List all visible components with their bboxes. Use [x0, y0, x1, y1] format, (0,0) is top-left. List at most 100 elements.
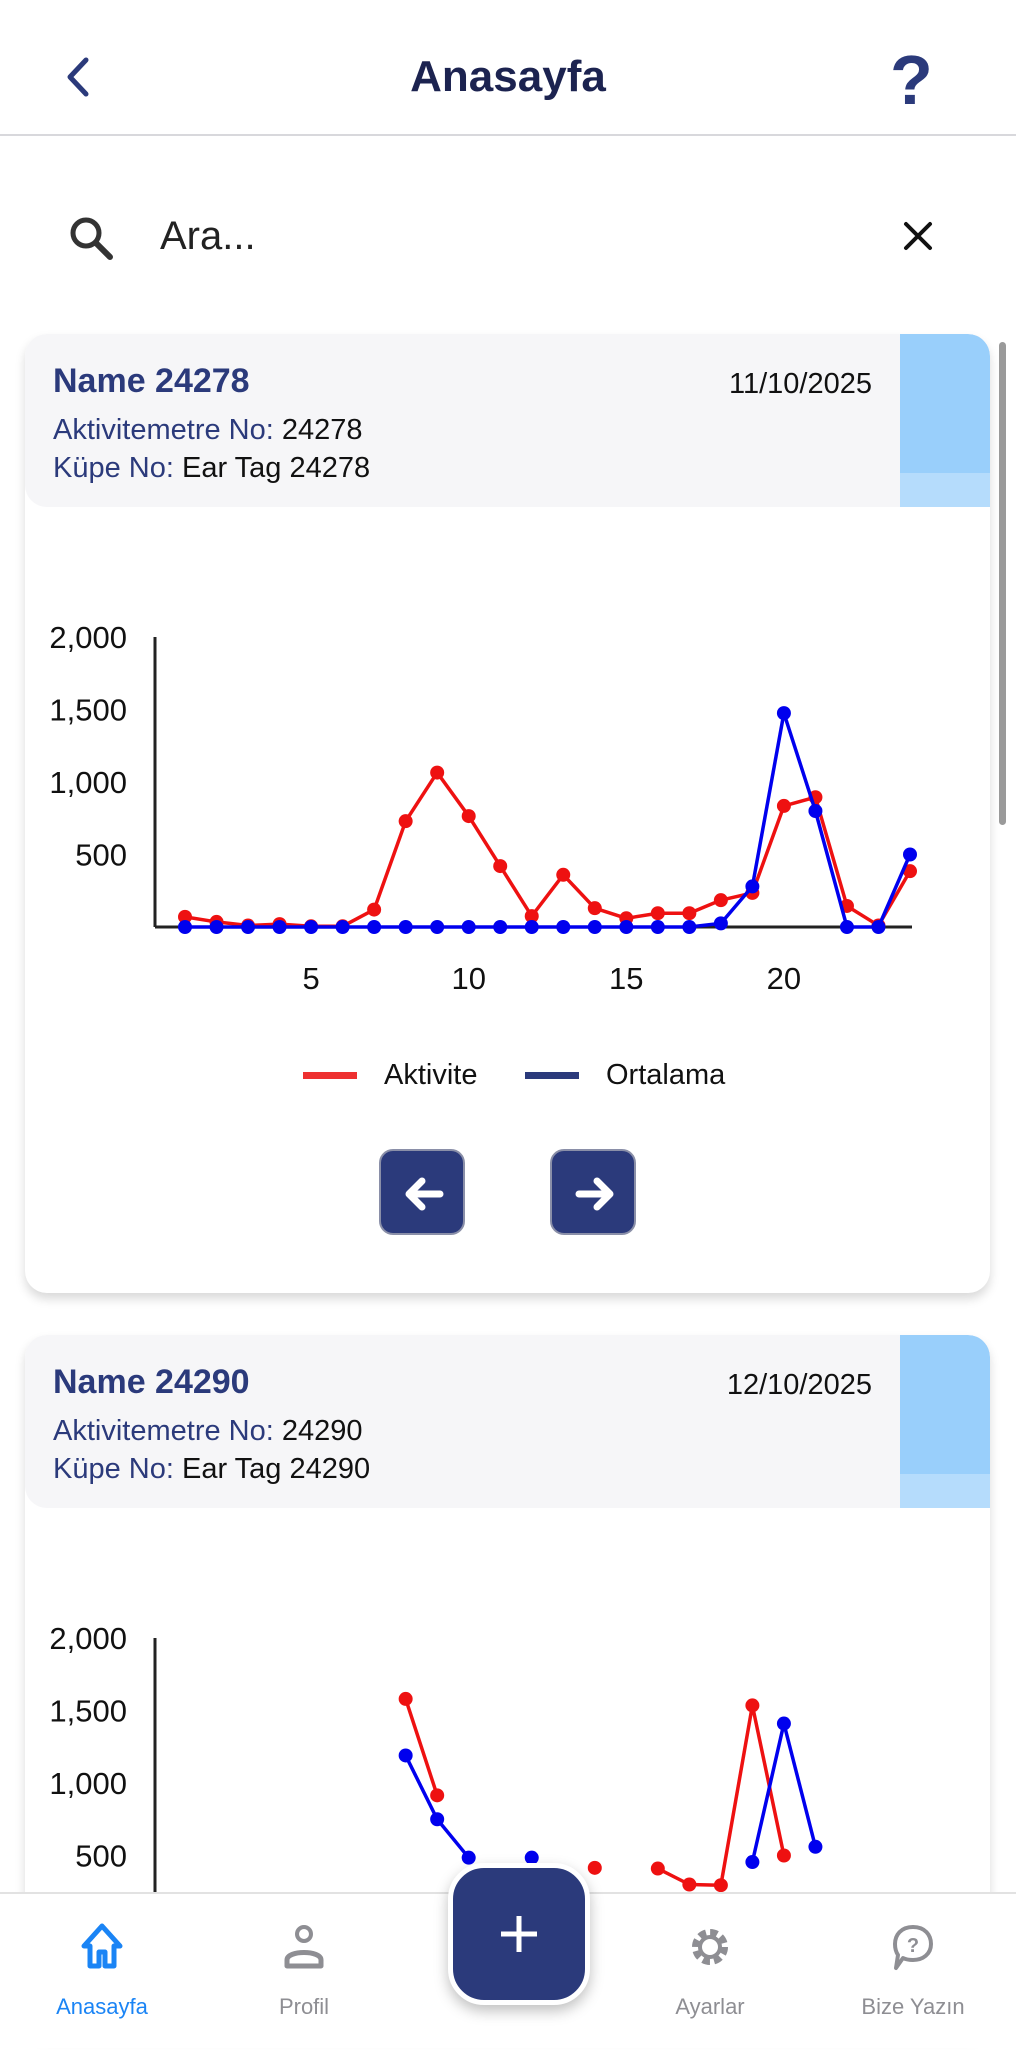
ortalama-data-point — [398, 1748, 413, 1763]
plus-icon — [501, 1916, 537, 1952]
ortalama-data-point — [808, 1839, 823, 1854]
aktivite-data-point — [178, 909, 192, 924]
ortalama-data-point — [398, 920, 413, 934]
ortalama-data-point — [524, 920, 539, 934]
tab-label: Ayarlar — [675, 1994, 745, 2019]
ortalama-data-point — [808, 804, 823, 818]
ortalama-data-point — [745, 879, 760, 894]
svg-text:?: ? — [907, 1935, 919, 1957]
aktivite-data-point — [776, 1848, 791, 1863]
activity-label: Aktivitemetre No: — [53, 1415, 274, 1447]
aktivite-data-point — [650, 1861, 665, 1876]
aktivite-line-segment — [372, 820, 408, 911]
tag-value: Ear Tag 24290 — [181, 1453, 371, 1485]
add-button[interactable] — [448, 1863, 590, 2005]
ortalama-data-point — [272, 920, 287, 934]
legend-aktivite-label: Aktivite — [384, 1059, 478, 1091]
ortalama-data-point — [713, 916, 728, 931]
tab-label: Profil — [278, 1994, 330, 2019]
search-input[interactable] — [160, 211, 860, 261]
x-tick-label: 15 — [609, 961, 643, 996]
page-title: Anasayfa — [410, 52, 606, 101]
tab-anasayfa[interactable]: Anasayfa — [12, 1894, 192, 2050]
aktivite-line-segment — [435, 771, 471, 818]
ortalama-data-point — [619, 920, 634, 934]
y-tick-label: 500 — [75, 1839, 127, 1874]
ortalama-data-point — [367, 920, 382, 934]
aktivite-line-segment — [403, 1698, 439, 1796]
gear-icon — [692, 1929, 728, 1965]
tab-label: Anasayfa — [56, 1994, 148, 2019]
legend-ortalama-label: Ortalama — [606, 1059, 726, 1091]
card-date: 12/10/2025 — [726, 1369, 872, 1401]
tab-bize-yazin[interactable]: ? Bize Yazın — [823, 1894, 1003, 2050]
animal-card[interactable]: Name 24278 11/10/2025 Aktivitemetre No: … — [25, 334, 990, 1293]
aktivite-data-point — [587, 1860, 602, 1875]
aktivite-data-point — [682, 1877, 697, 1892]
legend-ortalama-swatch — [525, 1072, 579, 1079]
aktivite-data-point — [650, 906, 665, 921]
previous-button[interactable] — [379, 1149, 465, 1235]
tag-label: Küpe No: — [53, 452, 174, 484]
aktivite-data-point — [713, 893, 728, 908]
next-button[interactable] — [550, 1149, 636, 1235]
back-button[interactable] — [58, 52, 98, 102]
ortalama-data-point — [430, 1812, 445, 1827]
chat-question-icon: ? — [893, 1925, 933, 1970]
aktivite-line-segment — [467, 815, 502, 868]
ortalama-data-point — [461, 920, 476, 934]
arrow-left-icon — [405, 1177, 444, 1211]
x-tick-label: 10 — [451, 961, 485, 996]
status-strip — [900, 334, 990, 507]
aktivite-data-point — [587, 901, 602, 916]
clear-search-icon[interactable] — [902, 220, 934, 252]
activity-label: Aktivitemetre No: — [53, 414, 274, 446]
ortalama-data-point — [430, 920, 445, 934]
aktivite-data-point — [367, 902, 382, 917]
search-icon — [70, 217, 113, 260]
tab-ayarlar[interactable]: Ayarlar — [620, 1894, 800, 2050]
ortalama-data-point — [209, 920, 224, 934]
y-tick-label: 2,000 — [49, 620, 127, 655]
ortalama-data-point — [682, 920, 697, 934]
tab-label: Bize Yazın — [861, 1994, 965, 2019]
aktivite-data-point — [776, 798, 791, 813]
chevron-left-icon — [67, 57, 89, 97]
ortalama-data-point — [493, 920, 508, 934]
ortalama-line-segment — [404, 1754, 439, 1821]
ortalama-data-point — [587, 920, 602, 934]
ortalama-data-point — [776, 706, 791, 721]
legend-aktivite-swatch — [303, 1072, 357, 1079]
x-tick-label: 5 — [302, 961, 319, 996]
aktivite-line-segment — [498, 865, 534, 918]
scrollbar[interactable] — [999, 342, 1006, 825]
ortalama-data-point — [461, 1850, 476, 1865]
ortalama-line-segment — [750, 712, 786, 887]
y-tick-label: 1,500 — [49, 1694, 127, 1729]
aktivite-data-point — [556, 867, 571, 882]
ortalama-data-point — [650, 920, 665, 934]
aktivite-line-segment — [719, 1705, 755, 1886]
ortalama-data-point — [903, 847, 917, 862]
x-tick-label: 20 — [767, 961, 801, 996]
aktivite-line-segment — [750, 805, 786, 894]
aktivite-data-point — [524, 909, 539, 924]
aktivite-data-point — [713, 1878, 728, 1893]
ortalama-data-point — [871, 920, 886, 934]
aktivite-data-point — [682, 906, 697, 921]
ortalama-line-segment — [782, 712, 818, 812]
ortalama-data-point — [524, 1850, 539, 1865]
aktivite-line-segment — [404, 771, 439, 823]
help-button[interactable]: ? — [890, 41, 933, 119]
ortalama-line-segment — [750, 1723, 786, 1863]
animal-name: Name 24290 — [53, 1363, 250, 1401]
ortalama-data-point — [241, 920, 256, 934]
aktivite-data-point — [398, 814, 413, 829]
aktivite-data-point — [430, 765, 445, 780]
home-icon — [81, 1923, 123, 1969]
tab-profil[interactable]: Profil — [214, 1894, 394, 2050]
tag-label: Küpe No: — [53, 1453, 174, 1485]
activity-value: 24278 — [281, 414, 363, 446]
y-tick-label: 1,000 — [49, 1766, 127, 1801]
